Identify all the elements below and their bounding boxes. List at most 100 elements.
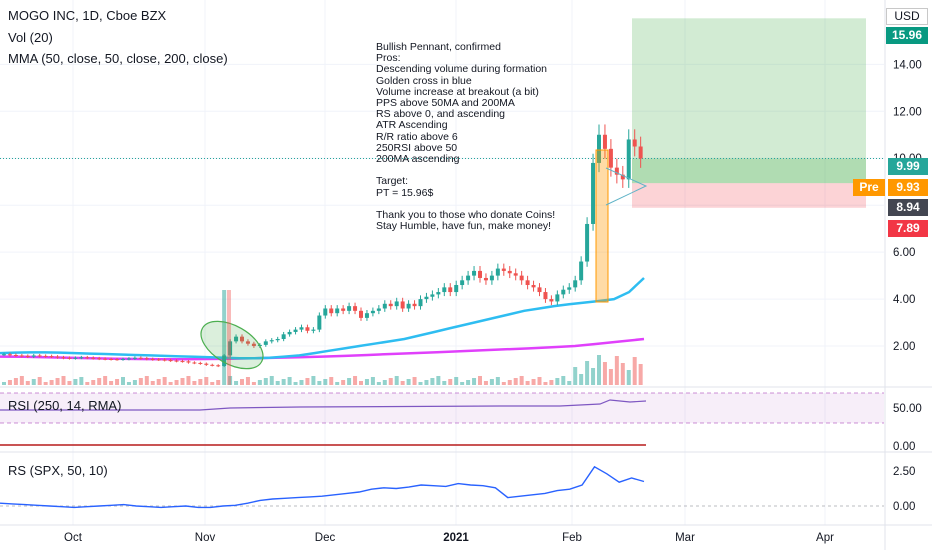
volume-bar [251,382,256,385]
candle-body [73,357,78,359]
mma-legend[interactable]: MMA (50, close, 50, close, 200, close) [8,51,228,66]
annotation-line: 200MA ascending [376,153,460,166]
candle-body [31,355,36,357]
rs-tick-label: 0.00 [893,501,915,513]
moving-average-lines [0,277,645,361]
volume-bar [353,376,358,385]
annotation-line: ATR Ascending [376,119,448,132]
candle-body [287,331,292,335]
premarket-label: Pre [853,179,885,196]
volume-bar [472,378,477,385]
candle-body [144,358,149,360]
candlestick-series [2,124,643,368]
price-axis[interactable]: 14.0012.0010.008.006.004.002.0050.000.00… [893,59,922,513]
volume-bar [234,381,239,385]
rs-pane-label[interactable]: RS (SPX, 50, 10) [8,463,108,478]
volume-bar [495,377,500,385]
time-tick-label: 2021 [443,532,469,544]
candle-body [97,358,102,360]
volume-bar [180,378,185,385]
candle-body [341,308,346,311]
volume-bar [245,377,250,385]
volume-bar [543,382,548,385]
volume-bar [287,377,292,385]
volume-bar [555,378,560,385]
candle-body [240,336,244,342]
rsi-pane-label[interactable]: RSI (250, 14, RMA) [8,398,122,413]
candle-body [585,223,590,262]
candle-body [567,287,572,290]
volume-bar [49,380,54,385]
volume-bar [549,380,554,385]
candle-body [442,287,447,293]
candle-body [412,303,417,307]
target-price-tag: 15.96 [885,27,928,44]
volume-bar [2,382,6,385]
annotation-line: RS above 0, and ascending [376,108,506,121]
volume-bar [31,379,36,385]
candle-body [602,134,607,149]
last-price-tag: 9.99 [888,158,928,175]
volume-bar [585,361,590,385]
candle-body [293,329,298,332]
candle-body [382,303,387,309]
volume-bar [263,378,268,385]
candle-body [275,339,280,341]
rs-pane-plot [0,465,884,509]
candle-body [281,334,286,340]
premarket-price-tag: 9.93 [888,179,928,196]
candle-body [519,275,524,281]
symbol-title[interactable]: MOGO INC, 1D, Cboe BZX [8,8,167,23]
candle-body [67,357,72,359]
volume-bar [281,379,286,385]
rsi-line [0,399,647,411]
annotation-line: Descending volume during formation [376,63,548,76]
volume-bar [269,376,274,385]
candle-body [329,308,334,314]
volume-bar [138,378,143,385]
candle-body [454,285,459,293]
rsi-pane-plot [0,392,884,446]
rs-tick-label: 2.50 [893,466,915,478]
candle-body [424,296,429,300]
volume-bar [91,380,96,385]
candle-body [537,287,542,293]
volume-bar [210,382,215,385]
currency-label[interactable]: USD [886,8,928,25]
volume-bar [579,374,584,385]
candle-body [347,306,352,311]
rs-line [0,465,645,509]
idea-annotation[interactable]: Bullish Pennant, confirmed Pros: Descendin… [376,41,555,232]
stop-price-tag: 7.89 [888,220,928,237]
volume-bar [513,378,518,385]
time-tick-label: Oct [64,532,83,544]
candle-body [43,355,48,357]
volume-bar [329,377,334,385]
volume-bar [115,379,120,385]
annotation-line: 250RSI above 50 [376,141,458,154]
candle-body [115,359,120,361]
candle-body [323,308,328,316]
candle-body [299,327,304,330]
candle-body [132,357,137,359]
volume-bar [37,377,42,385]
volume-bar [483,381,488,385]
open-pnl-zone [632,158,866,184]
volume-bar [430,378,435,385]
annotation-line: PPS above 50MA and 200MA [376,97,515,110]
annotation-line: Pros: [376,52,401,65]
time-axis[interactable]: Oct Nov Dec 2021 Feb Mar Apr [64,532,834,544]
price-tick-label: 12.00 [893,106,922,118]
drawing-overlays[interactable] [193,149,648,385]
candle-body [216,365,221,367]
volume-bar [418,382,423,385]
volume-bar [25,381,30,385]
long-position-zones[interactable] [0,18,884,208]
candle-body [632,139,637,147]
candle-body [103,358,108,360]
volume-bar [216,380,221,385]
candle-body [245,341,250,344]
vol-legend[interactable]: Vol (20) [8,30,53,45]
candle-body [495,268,500,276]
